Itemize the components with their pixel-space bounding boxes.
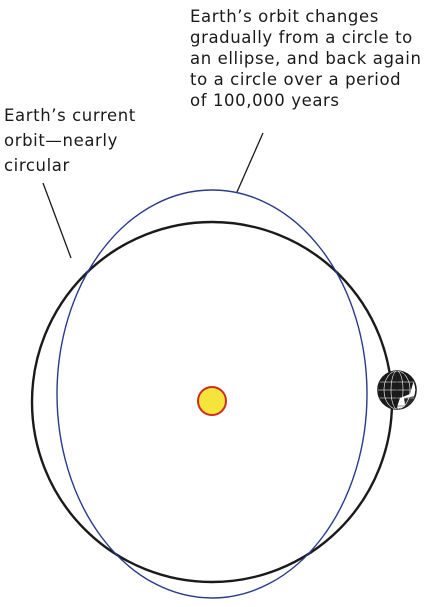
changing-orbit-label-line-2: gradually from a circle to (190, 28, 413, 47)
changing-orbit-label-line-3: an ellipse, and back again (190, 49, 422, 68)
current-orbit-leader-line (42, 182, 72, 259)
changing-orbit-label-line-4: to a circle over a period (190, 70, 402, 89)
current-orbit-label-line-2: orbit—nearly (4, 131, 118, 150)
changing-orbit-label: Earth’s orbit changes gradually from a c… (190, 6, 426, 111)
current-orbit-label-line-3: circular (4, 156, 70, 175)
current-orbit-label: Earth’s current orbit—nearly circular (4, 103, 154, 178)
earth-globe-icon (377, 370, 417, 410)
elliptical-orbit (56, 189, 368, 599)
changing-orbit-label-line-1: Earth’s orbit changes (190, 7, 379, 26)
changing-orbit-label-line-5: of 100,000 years (190, 91, 340, 110)
current-orbit-label-line-1: Earth’s current (4, 106, 136, 125)
sun-icon (197, 386, 227, 416)
changing-orbit-leader-line (236, 132, 264, 193)
